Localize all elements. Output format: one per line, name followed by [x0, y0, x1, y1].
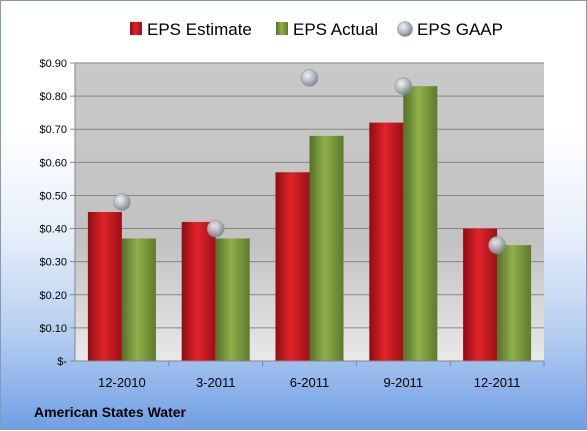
legend-label-estimate: EPS Estimate [147, 20, 252, 39]
y-tick-label: $0.80 [39, 91, 67, 103]
x-tick-label: 3-2011 [196, 375, 236, 390]
y-tick-label: $0.50 [39, 190, 67, 202]
marker-eps-gaap [206, 219, 225, 238]
legend-label-actual: EPS Actual [293, 20, 378, 39]
legend-marker-gaap [397, 21, 413, 37]
marker-eps-gaap [113, 193, 131, 211]
company-name: American States Water [34, 404, 186, 420]
bar-eps-estimate [369, 122, 404, 361]
gaap-markers [113, 69, 506, 254]
x-tick-label: 12-2010 [98, 375, 146, 390]
bar-eps-estimate [87, 212, 122, 361]
x-axis: 12-2010 3-2011 6-2011 9-2011 12-2011 [75, 360, 545, 390]
marker-eps-gaap [488, 236, 506, 254]
x-tick-label: 12-2011 [474, 375, 521, 390]
legend-label-gaap: EPS GAAP [417, 20, 503, 39]
legend-swatch-estimate [130, 22, 142, 35]
y-tick-label: $0.70 [39, 124, 67, 136]
y-tick-label: $0.90 [39, 58, 67, 70]
bar-eps-estimate [181, 221, 216, 361]
bars [87, 86, 532, 361]
marker-eps-gaap [300, 69, 319, 87]
y-tick-label: $- [57, 356, 67, 368]
legend: EPS Estimate EPS Actual EPS GAAP [130, 20, 503, 39]
bar-eps-actual [215, 238, 250, 361]
y-tick-label: $0.40 [39, 224, 67, 236]
bar-eps-actual [121, 238, 156, 361]
y-axis: $- $0.10 $0.20 $0.30 $0.40 $0.50 $0.60 $0.70 $0.… [39, 58, 76, 368]
x-tick-label: 6-2011 [290, 375, 330, 390]
bar-eps-actual [403, 86, 438, 361]
legend-swatch-actual [276, 22, 288, 35]
y-tick-label: $0.30 [39, 257, 67, 269]
y-tick-label: $0.10 [39, 323, 67, 335]
bar-eps-estimate [275, 172, 310, 361]
y-tick-label: $0.60 [39, 157, 67, 169]
x-tick-label: 9-2011 [384, 375, 424, 390]
y-tick-label: $0.20 [39, 290, 67, 302]
bar-eps-actual [309, 135, 344, 361]
marker-eps-gaap [394, 77, 413, 95]
bar-eps-actual [497, 245, 532, 361]
